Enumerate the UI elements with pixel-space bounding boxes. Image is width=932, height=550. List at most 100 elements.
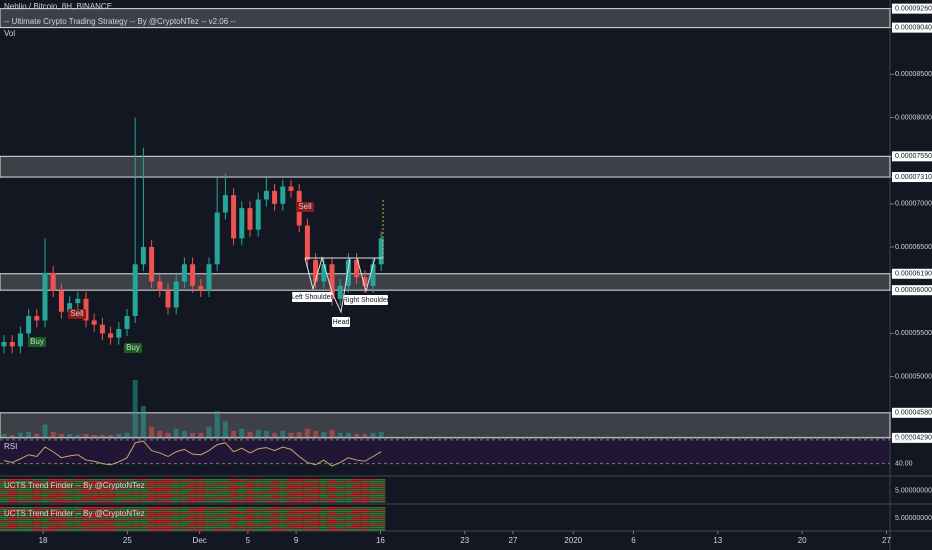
trend-cell [327, 521, 337, 523]
trend-cell [213, 523, 222, 525]
trend-cell [311, 497, 320, 499]
trend-cell [131, 523, 140, 525]
trend-cell [262, 529, 271, 531]
trend-cell [163, 523, 173, 525]
trend-cell [221, 489, 230, 491]
trend-cell [286, 511, 296, 513]
trend-cell [114, 511, 123, 513]
trend-cell [196, 517, 205, 519]
trend-cell [254, 519, 263, 521]
trend-cell [180, 479, 189, 481]
trend-cell [24, 481, 33, 483]
trend-cell [295, 501, 304, 503]
trend-cell [40, 499, 50, 501]
trend-cell [188, 527, 197, 529]
trend-cell [147, 499, 156, 501]
trend-cell [286, 509, 296, 511]
trend-cell [327, 509, 337, 511]
y-tick-label: 0.00004580 [895, 410, 932, 417]
trend-cell [303, 493, 312, 495]
trend-cell [270, 499, 279, 501]
trend-cell [303, 489, 312, 491]
trend-cell [147, 483, 156, 485]
trend-cell [237, 499, 246, 501]
trend-cell [254, 523, 263, 525]
trend-cell [155, 517, 164, 519]
trend-cell [122, 507, 132, 509]
pattern-label-box [344, 295, 388, 305]
trend-cell [311, 493, 320, 495]
trend-cell [81, 489, 91, 491]
volume-bar [370, 432, 376, 437]
trend-cell [147, 517, 156, 519]
trend-cell [360, 511, 369, 513]
x-tick-label: 6 [631, 536, 636, 545]
trend-cell [81, 515, 91, 517]
trend-cell [90, 491, 99, 493]
price-label-box [892, 285, 932, 296]
trend-cell [336, 521, 345, 523]
trend-cell [196, 519, 205, 521]
trend-cell [106, 527, 115, 529]
trend-cell [49, 511, 58, 513]
trend-cell [81, 529, 91, 531]
trend-cell [24, 485, 33, 487]
trend-cell [172, 489, 181, 491]
trend-cell [8, 481, 17, 483]
trend-cell [319, 523, 328, 525]
volume-bar [247, 431, 253, 437]
signal-label: Buy [30, 337, 44, 346]
trend-cell [65, 519, 74, 521]
trend-cell [319, 491, 328, 493]
trend-cell [254, 479, 263, 481]
trend-cell [262, 525, 271, 527]
trend-cell [336, 487, 345, 489]
trend-cell [98, 519, 107, 521]
trend-cell [24, 523, 33, 525]
trend-cell [254, 501, 263, 503]
trend-cell [368, 487, 378, 489]
trend-cell [114, 491, 123, 493]
candle-body [362, 277, 368, 286]
volume-bar [173, 428, 179, 437]
trend-cell [49, 495, 58, 497]
trend-cell [57, 483, 66, 485]
trend-cell [73, 517, 82, 519]
trend-cell [8, 509, 17, 511]
trend-cell [344, 517, 353, 519]
trend-cell [147, 485, 156, 487]
candle-body [67, 303, 73, 312]
trend-cell [311, 495, 320, 497]
trend-cell [196, 515, 205, 517]
trend-cell [0, 515, 9, 517]
trend-cell [163, 509, 173, 511]
trend-cell [147, 523, 156, 525]
trend-cell [90, 513, 99, 515]
trend-cell [221, 517, 230, 519]
trend-cell [24, 499, 33, 501]
trend-cell [57, 515, 66, 517]
trend-cell [377, 499, 386, 501]
trend-cell [90, 495, 99, 497]
trend-cell [295, 527, 304, 529]
trend-cell [0, 521, 9, 523]
trend-cell [262, 485, 271, 487]
trend-cell [245, 511, 255, 513]
trend-cell [311, 483, 320, 485]
trend-cell [295, 511, 304, 513]
trend-cell [98, 517, 107, 519]
trend-cell [327, 527, 337, 529]
trend-cell [262, 495, 271, 497]
trend-cell [90, 525, 99, 527]
trend-cell [73, 511, 82, 513]
trend-cell [204, 509, 214, 511]
trend-cell [81, 521, 91, 523]
trend-cell [57, 509, 66, 511]
trend-cell [237, 493, 246, 495]
trend-cell [65, 491, 74, 493]
trend-cell [221, 499, 230, 501]
trend-cell [295, 495, 304, 497]
candle-body [34, 316, 40, 321]
trend-cell [319, 513, 328, 515]
